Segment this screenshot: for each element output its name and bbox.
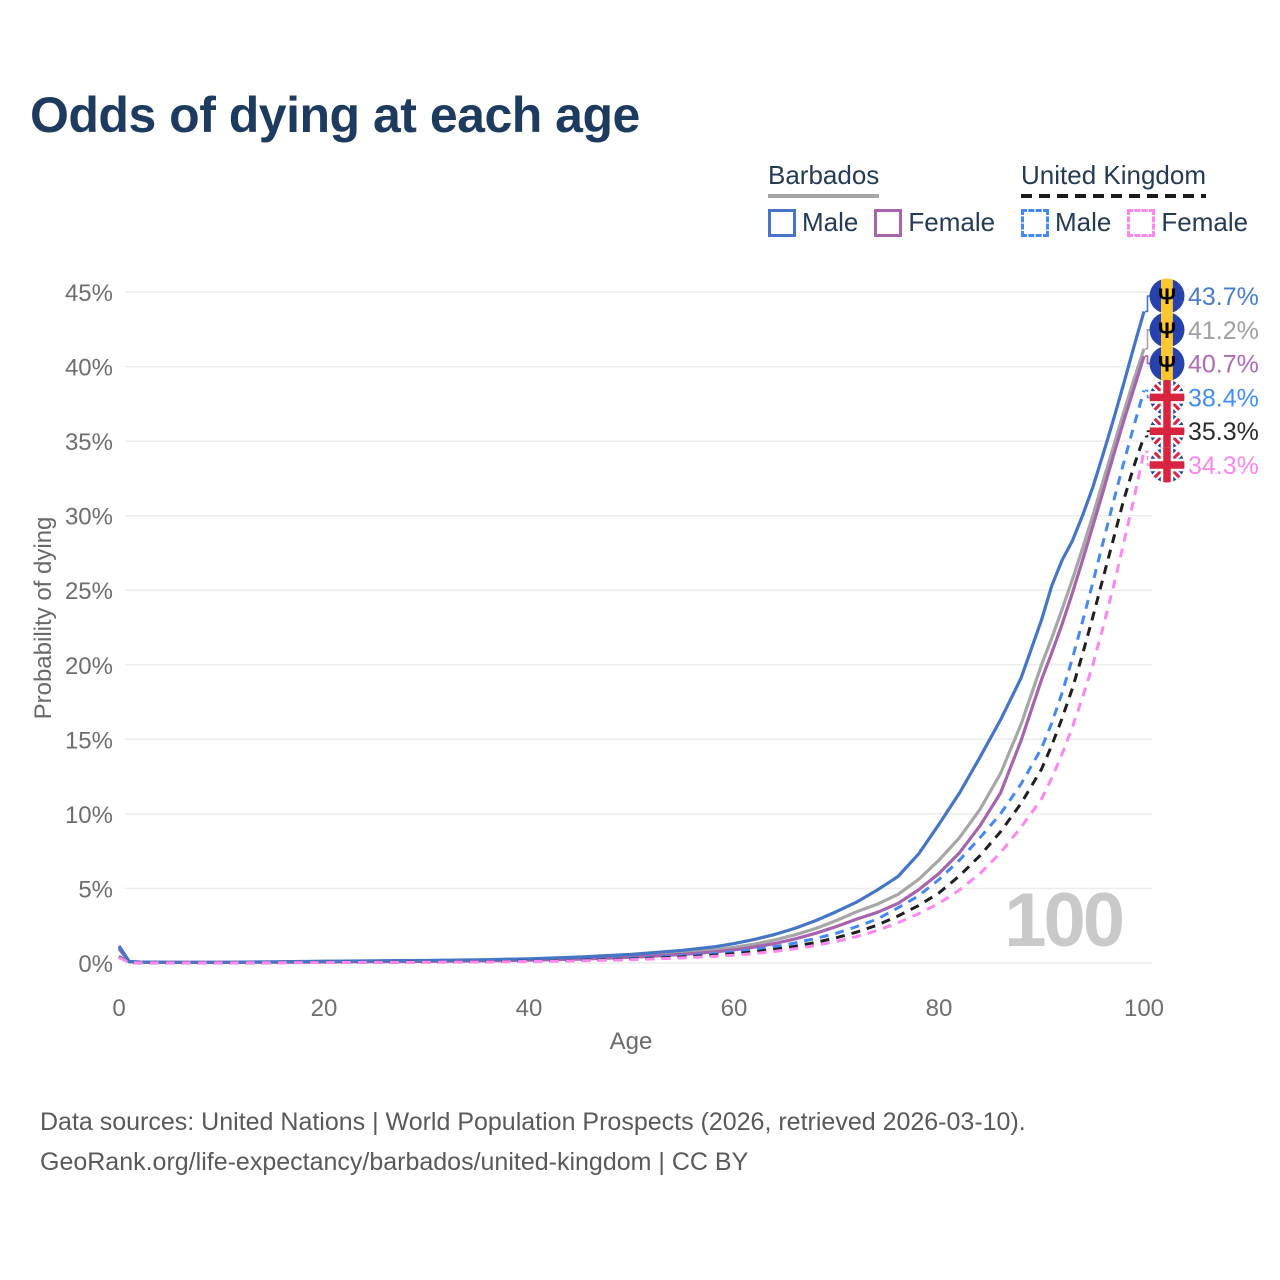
end-value-label: 34.3% <box>1188 452 1259 480</box>
y-tick-label: 5% <box>78 876 113 903</box>
series-line-barbados-female[interactable] <box>117 355 1146 964</box>
series-line-barbados-male[interactable] <box>117 310 1146 964</box>
end-value-label: 40.7% <box>1188 351 1259 379</box>
end-label-connector <box>1145 389 1150 399</box>
flag-barbados-icon: Ψ <box>1149 278 1185 314</box>
x-tick-label: 100 <box>1124 995 1164 1022</box>
legend-swatch-barbados-male[interactable] <box>768 208 796 237</box>
y-tick-label: 45% <box>65 280 113 307</box>
footer-attribution: GeoRank.org/life-expectancy/barbados/uni… <box>40 1148 749 1176</box>
end-label-connector <box>1145 295 1150 313</box>
y-tick-label: 30% <box>65 504 113 531</box>
end-value-label: 35.3% <box>1188 418 1259 446</box>
y-tick-label: 20% <box>65 653 113 680</box>
legend-line-sample-barbados <box>768 194 880 198</box>
legend-group-barbados: Barbados Male Female <box>768 160 1011 238</box>
flag-uk-icon <box>1149 413 1185 449</box>
end-label-connector <box>1145 355 1150 365</box>
svg-text:Ψ: Ψ <box>1158 284 1176 309</box>
series-line-united-kingdom-female[interactable] <box>118 451 1146 965</box>
y-tick-label: 0% <box>78 951 113 978</box>
end-label-connector <box>1145 329 1150 350</box>
legend-swatch-uk-female[interactable] <box>1127 208 1156 237</box>
x-tick-label: 80 <box>926 995 953 1022</box>
footer-sources: Data sources: United Nations | World Pop… <box>40 1108 1026 1136</box>
svg-text:Ψ: Ψ <box>1158 352 1176 377</box>
end-label-connector <box>1145 450 1150 466</box>
end-label-connector <box>1145 430 1150 438</box>
age-watermark: 100 <box>1004 878 1123 963</box>
end-value-label: 43.7% <box>1188 283 1259 311</box>
legend-group-uk: United Kingdom Male Female <box>1021 160 1264 238</box>
series-line-united-kingdom-male[interactable] <box>118 389 1146 965</box>
legend-title-barbados: Barbados <box>768 160 880 190</box>
legend-swatch-barbados-female[interactable] <box>874 208 903 237</box>
flag-barbados-icon: Ψ <box>1149 312 1185 348</box>
svg-text:Ψ: Ψ <box>1158 318 1176 343</box>
y-tick-label: 25% <box>65 578 113 605</box>
legend-label-uk-male[interactable]: Male <box>1055 207 1112 237</box>
legend-title-uk: United Kingdom <box>1021 160 1206 190</box>
y-tick-label: 15% <box>65 727 113 754</box>
legend-swatch-uk-male[interactable] <box>1021 208 1049 237</box>
x-tick-label: 20 <box>311 995 338 1022</box>
end-value-label: 41.2% <box>1188 317 1259 345</box>
flag-uk-icon <box>1149 447 1185 483</box>
y-tick-label: 10% <box>65 802 113 829</box>
legend-label-barbados-male[interactable]: Male <box>802 207 859 237</box>
legend-label-barbados-female[interactable]: Female <box>908 207 996 237</box>
x-tick-label: 40 <box>516 995 543 1022</box>
y-tick-label: 35% <box>65 429 113 456</box>
legend-line-sample-uk <box>1021 194 1206 198</box>
end-value-label: 38.4% <box>1188 384 1259 412</box>
x-tick-label: 0 <box>112 995 125 1022</box>
legend-label-uk-female[interactable]: Female <box>1161 207 1249 237</box>
x-tick-label: 60 <box>721 995 748 1022</box>
y-tick-label: 40% <box>65 355 113 382</box>
page-title: Odds of dying at each age <box>30 87 640 143</box>
flag-barbados-icon: Ψ <box>1149 346 1185 382</box>
flag-uk-icon <box>1149 379 1185 415</box>
x-axis-title: Age <box>609 1028 653 1055</box>
